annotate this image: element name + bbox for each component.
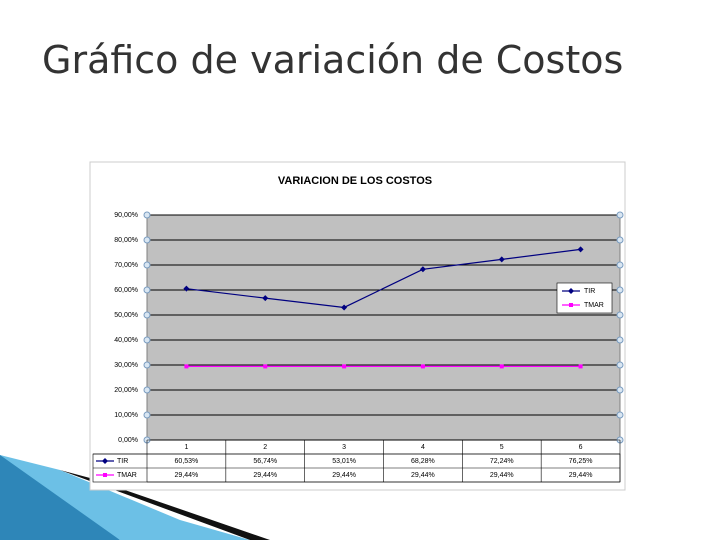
table-row-label: TMAR <box>117 472 137 479</box>
y-tick-label: 90,00% <box>114 212 138 219</box>
marker <box>183 285 190 292</box>
chart-title: VARIACION DE LOS COSTOS <box>278 175 432 187</box>
y-tick-label: 0,00% <box>118 437 138 444</box>
handle <box>143 336 151 344</box>
legend <box>556 282 613 314</box>
table-cell: 29,44% <box>490 472 514 479</box>
table-cell: 29,44% <box>253 472 277 479</box>
x-tick-label: 4 <box>421 444 425 451</box>
y-tick-label: 80,00% <box>114 237 138 244</box>
handle <box>143 361 151 369</box>
table-cell: 68,28% <box>411 458 435 465</box>
table-cell: 29,44% <box>411 472 435 479</box>
handle <box>143 386 151 394</box>
table-cell: 76,25% <box>569 458 593 465</box>
y-tick-label: 10,00% <box>114 412 138 419</box>
handle <box>616 236 624 244</box>
handle <box>616 361 624 369</box>
x-tick-label: 3 <box>342 444 346 451</box>
x-tick-label: 1 <box>184 444 188 451</box>
table-cell: 56,74% <box>253 458 277 465</box>
y-tick-label: 60,00% <box>114 287 138 294</box>
table-cell: 60,53% <box>175 458 199 465</box>
handle <box>616 336 624 344</box>
table-cell: 53,01% <box>332 458 356 465</box>
marker <box>499 364 504 369</box>
legend-key-marker <box>569 303 573 307</box>
table-cell: 72,24% <box>490 458 514 465</box>
marker <box>419 266 426 273</box>
y-tick-label: 20,00% <box>114 387 138 394</box>
table-cell: 29,44% <box>175 472 199 479</box>
y-tick-label: 50,00% <box>114 312 138 319</box>
table-row-label: TIR <box>117 458 128 465</box>
legend-label: TMAR <box>584 302 604 309</box>
series-line <box>186 248 581 309</box>
marker <box>262 295 269 302</box>
handle <box>143 211 151 219</box>
handle <box>616 386 624 394</box>
decoration <box>0 455 250 540</box>
handle <box>616 311 624 319</box>
marker <box>341 304 348 311</box>
plot-area <box>146 214 621 441</box>
handle <box>616 286 624 294</box>
x-tick-label: 5 <box>500 444 504 451</box>
legend-label: TIR <box>584 288 595 295</box>
handle <box>143 311 151 319</box>
slide-title: Gráfico de variación de Costos <box>42 38 624 82</box>
handle <box>616 411 624 419</box>
marker <box>263 364 268 369</box>
handle <box>616 261 624 269</box>
marker <box>420 364 425 369</box>
table-cell: 29,44% <box>569 472 593 479</box>
handle <box>143 286 151 294</box>
handle <box>143 261 151 269</box>
handle <box>616 211 624 219</box>
y-tick-label: 40,00% <box>114 337 138 344</box>
legend-key-marker <box>568 288 574 294</box>
table-cell: 29,44% <box>332 472 356 479</box>
handle <box>143 236 151 244</box>
marker <box>184 364 189 369</box>
handle <box>143 411 151 419</box>
marker <box>578 364 583 369</box>
marker <box>342 364 347 369</box>
y-tick-label: 70,00% <box>114 262 138 269</box>
legend-key-marker <box>103 473 107 477</box>
legend-key-marker <box>102 458 108 464</box>
x-tick-label: 2 <box>263 444 267 451</box>
marker <box>498 256 505 263</box>
y-tick-label: 30,00% <box>114 362 138 369</box>
x-tick-label: 6 <box>579 444 583 451</box>
marker <box>577 246 584 253</box>
